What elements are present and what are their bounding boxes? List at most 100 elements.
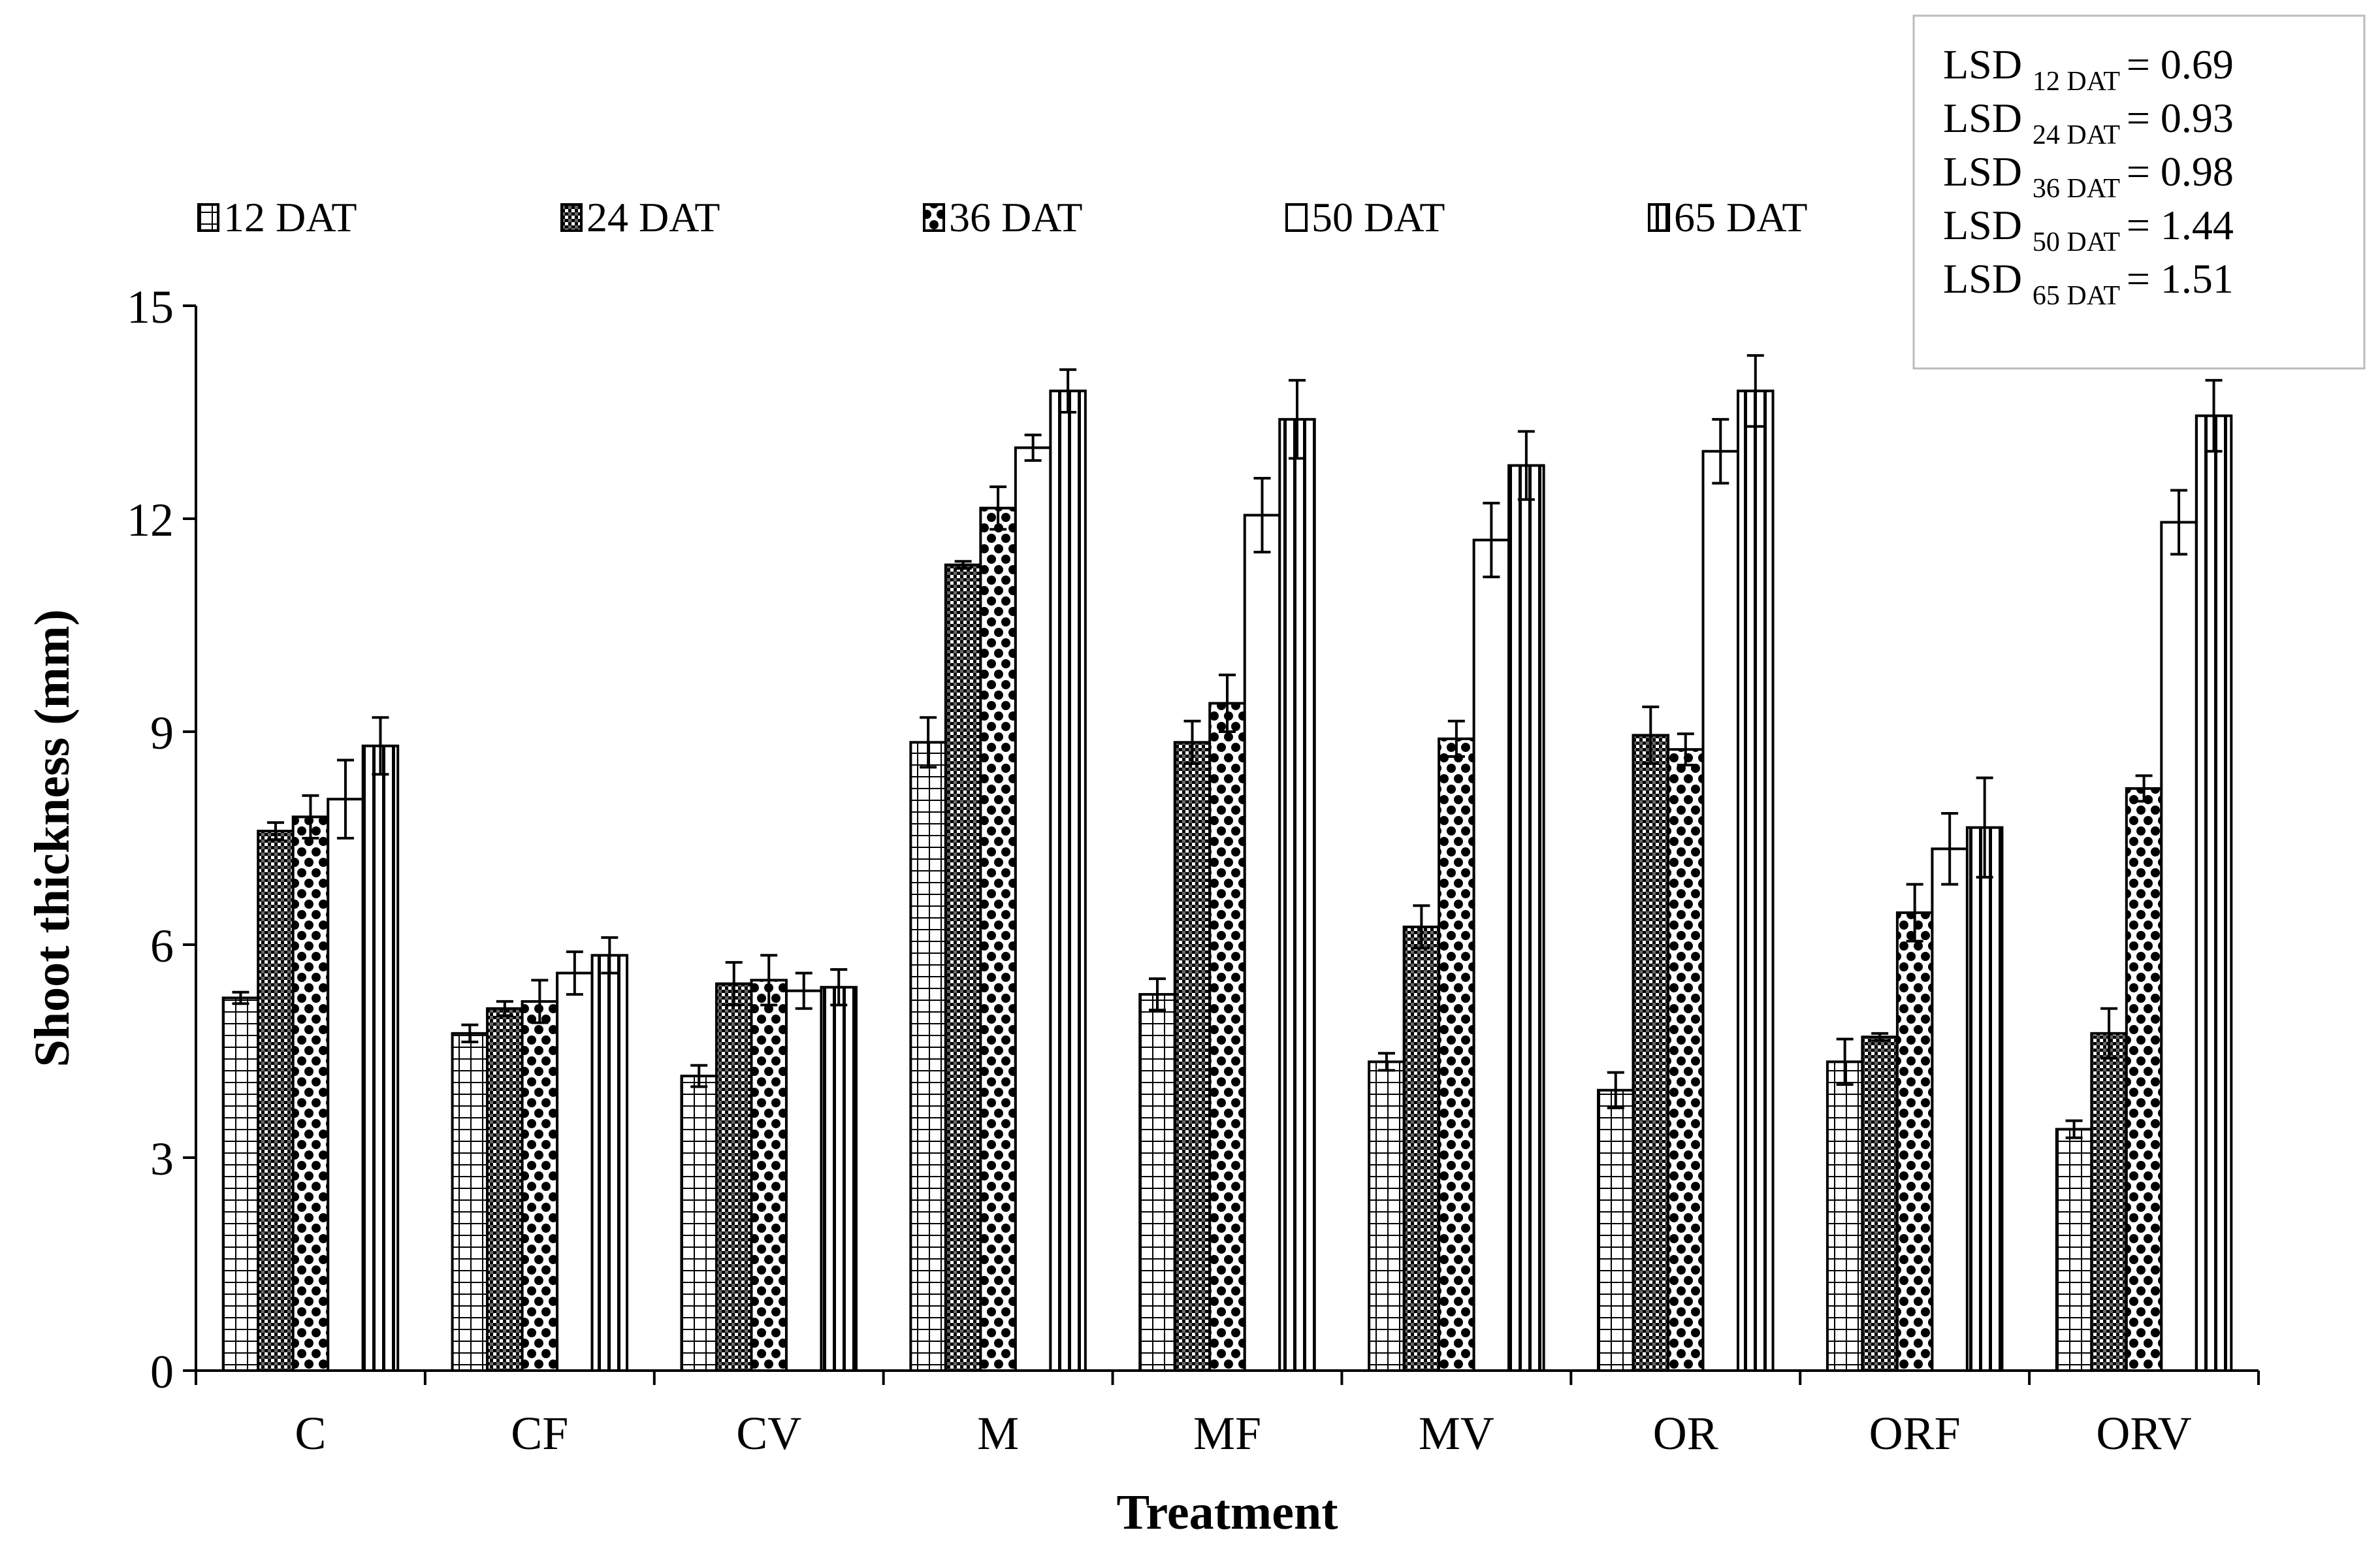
error-bar bbox=[1289, 379, 1306, 460]
bar bbox=[556, 971, 594, 1372]
error-bar bbox=[954, 560, 972, 570]
error-bar bbox=[1712, 417, 1729, 485]
legend-item: 24 DAT bbox=[560, 194, 720, 240]
error-bar bbox=[372, 716, 389, 776]
error-bar bbox=[830, 968, 848, 1007]
bar bbox=[2160, 521, 2198, 1372]
error-bar bbox=[601, 936, 619, 975]
bar bbox=[2055, 1128, 2093, 1372]
bar bbox=[327, 798, 364, 1372]
error-bar bbox=[461, 1023, 479, 1043]
x-tick-label: CF bbox=[511, 1407, 568, 1459]
x-tick-label: M bbox=[977, 1407, 1019, 1459]
bar bbox=[291, 815, 330, 1372]
legend-item: 65 DAT bbox=[1648, 194, 1807, 240]
bar bbox=[680, 1075, 718, 1372]
error-bar bbox=[1253, 477, 1271, 554]
y-tick-label: 9 bbox=[150, 707, 174, 759]
error-bar bbox=[920, 716, 937, 769]
error-bar bbox=[1149, 977, 1166, 1011]
bar bbox=[1014, 446, 1052, 1372]
x-tick-label: MF bbox=[1193, 1407, 1261, 1459]
legend-swatch bbox=[923, 203, 945, 232]
legend-label: 65 DAT bbox=[1674, 194, 1807, 240]
bar bbox=[909, 741, 947, 1373]
error-bar bbox=[690, 1064, 708, 1088]
error-bar bbox=[1377, 1052, 1395, 1072]
bar bbox=[1632, 734, 1670, 1372]
bar bbox=[1173, 741, 1212, 1373]
legend-swatch bbox=[1285, 203, 1308, 232]
error-bar bbox=[2065, 1119, 2083, 1139]
error-bar bbox=[1483, 502, 1500, 579]
bar bbox=[784, 989, 823, 1372]
y-tick-label: 12 bbox=[127, 494, 174, 546]
x-tick-label: CV bbox=[736, 1407, 801, 1459]
bar bbox=[521, 1000, 559, 1372]
lsd-box-frame bbox=[1912, 14, 2366, 370]
bar bbox=[1895, 911, 1934, 1372]
error-bar bbox=[1871, 1032, 1889, 1042]
legend-item: 50 DAT bbox=[1285, 194, 1445, 240]
bar bbox=[1965, 826, 2004, 1372]
y-tick-label: 15 bbox=[127, 281, 174, 333]
bar bbox=[1737, 389, 1775, 1372]
lsd-line: LSD 24 DAT = 0.93 bbox=[1943, 95, 2234, 150]
bar-group bbox=[2055, 379, 2233, 1373]
error-bar bbox=[302, 794, 319, 839]
bar-group bbox=[221, 716, 400, 1372]
error-bar bbox=[725, 961, 743, 1007]
error-bar bbox=[989, 485, 1007, 531]
error-bar bbox=[760, 954, 778, 1007]
x-axis-title: Treatment bbox=[1116, 1485, 1338, 1540]
x-tick-label: C bbox=[295, 1407, 326, 1459]
x-tick-label: MV bbox=[1419, 1407, 1494, 1459]
x-axis: C CF CV M MF MV OR ORF ORV bbox=[195, 1369, 2260, 1459]
bar bbox=[361, 744, 400, 1372]
error-bar bbox=[1607, 1071, 1624, 1109]
legend-swatch bbox=[197, 203, 219, 232]
error-bar bbox=[2100, 1007, 2118, 1060]
error-bar bbox=[1746, 354, 1764, 428]
error-bar bbox=[1183, 719, 1201, 765]
error-bar bbox=[1024, 433, 1042, 462]
bar-group bbox=[451, 936, 629, 1373]
legend-swatch bbox=[560, 203, 583, 232]
error-bar bbox=[566, 950, 583, 996]
error-bar bbox=[2135, 774, 2153, 803]
error-bar bbox=[531, 979, 549, 1024]
bar bbox=[1438, 737, 1475, 1373]
error-bar bbox=[1642, 705, 1660, 765]
legend-label: 24 DAT bbox=[587, 194, 720, 240]
error-bar bbox=[2170, 489, 2188, 556]
bar bbox=[1243, 513, 1281, 1372]
x-tick-label: ORV bbox=[2096, 1407, 2191, 1459]
legend-swatch bbox=[1648, 203, 1670, 232]
error-bar bbox=[1413, 904, 1430, 950]
error-bar bbox=[1976, 776, 1993, 879]
bar-groups bbox=[221, 354, 2233, 1373]
bar bbox=[1049, 389, 1087, 1372]
error-bar bbox=[1219, 674, 1236, 733]
error-bar bbox=[232, 990, 249, 1005]
y-tick-label: 3 bbox=[150, 1133, 174, 1185]
y-tick-label: 0 bbox=[150, 1346, 174, 1398]
bar-group bbox=[680, 954, 858, 1373]
bar bbox=[1138, 993, 1176, 1372]
bar bbox=[750, 979, 788, 1373]
bar bbox=[979, 506, 1017, 1373]
bar bbox=[1825, 1060, 1864, 1373]
bar bbox=[1402, 925, 1441, 1373]
y-axis: 0 3 6 9 12 15 bbox=[127, 281, 197, 1398]
error-bar bbox=[795, 971, 812, 1010]
error-bar bbox=[2205, 379, 2223, 453]
legend-item: 36 DAT bbox=[923, 194, 1082, 240]
lsd-line: LSD 12 DAT = 0.69 bbox=[1943, 41, 2234, 97]
bar-group bbox=[1825, 776, 2004, 1373]
bar bbox=[451, 1032, 489, 1373]
bar bbox=[715, 982, 753, 1373]
bar-group bbox=[1138, 379, 1316, 1373]
y-axis-title: Shoot thickness (mm) bbox=[25, 610, 80, 1067]
